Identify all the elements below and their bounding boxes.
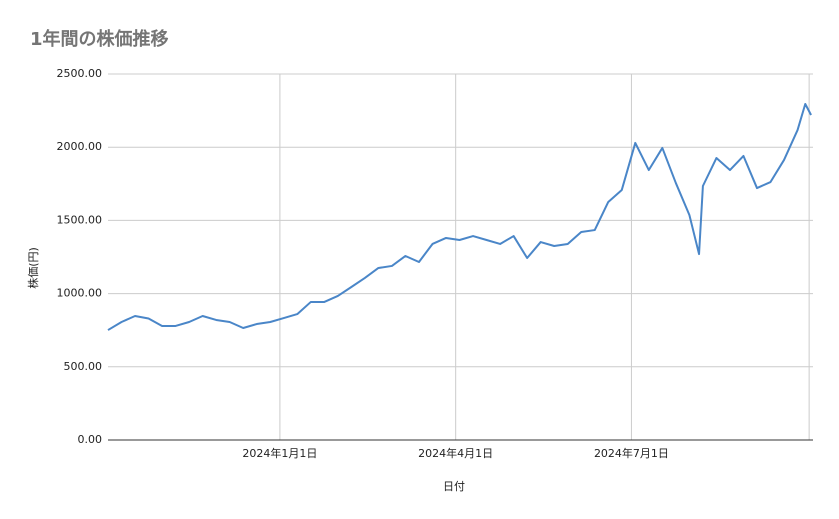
x-tick-label: 2024年1月1日 bbox=[242, 446, 317, 460]
x-tick-label: 2024年7月1日 bbox=[594, 446, 669, 460]
y-tick-label: 2000.00 bbox=[57, 140, 103, 153]
y-axis-title: 株価(円) bbox=[26, 247, 40, 289]
y-tick-label: 0.00 bbox=[78, 433, 103, 446]
y-tick-label: 1000.00 bbox=[57, 287, 103, 300]
y-tick-label: 1500.00 bbox=[57, 213, 103, 226]
x-tick-label: 2024年4月1日 bbox=[418, 446, 493, 460]
line-series bbox=[107, 103, 812, 331]
x-axis-title: 日付 bbox=[443, 480, 465, 493]
y-tick-label: 2500.00 bbox=[57, 67, 103, 80]
y-tick-label: 500.00 bbox=[64, 360, 103, 373]
chart-title: 1年間の株価推移 bbox=[30, 28, 169, 50]
